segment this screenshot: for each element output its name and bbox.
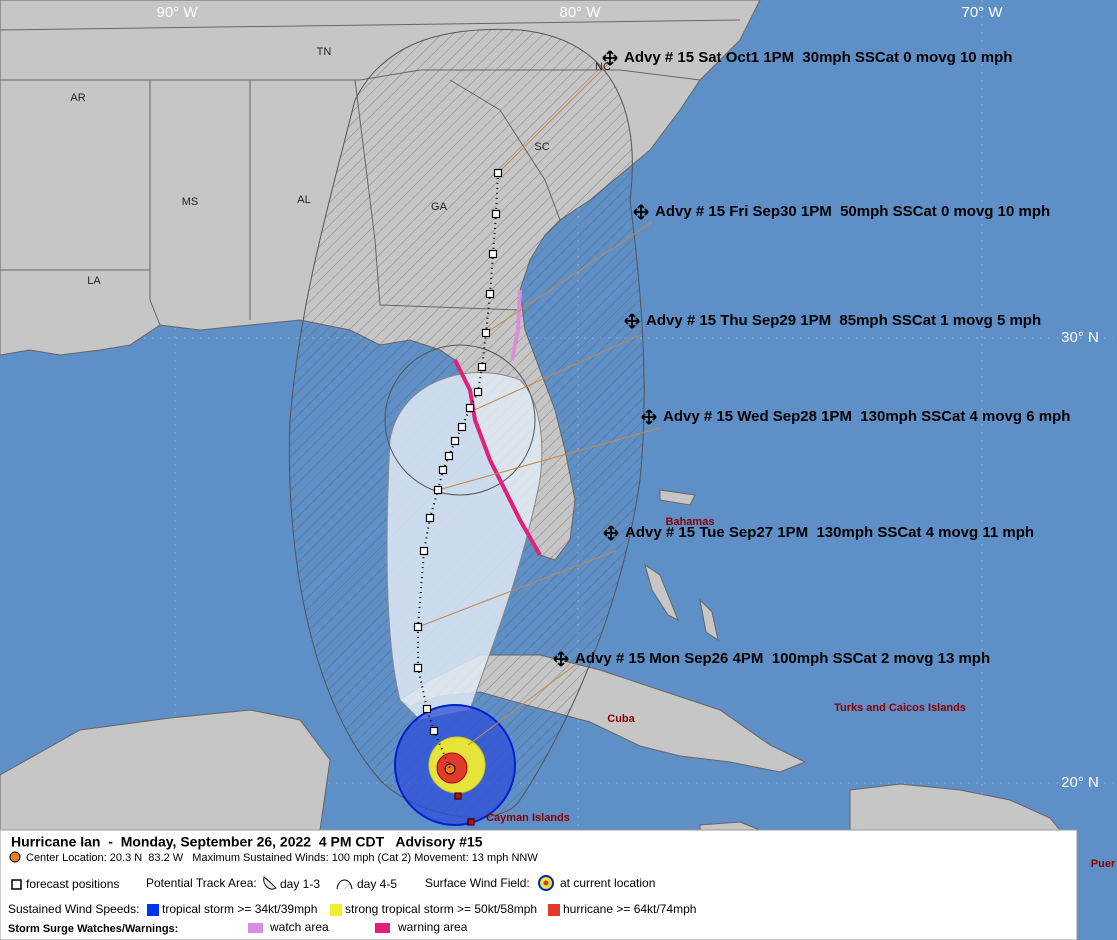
legend-text: strong tropical storm >= 50kt/58mph [345, 902, 537, 916]
bahamas [659, 489, 696, 506]
forecast-position [477, 362, 487, 372]
surge-warning [453, 359, 542, 556]
legend-text: forecast positions [26, 877, 119, 891]
place-label: Cayman Islands [486, 812, 570, 824]
cone-circle [384, 344, 536, 496]
lat-label: 30° N [1061, 329, 1099, 346]
cayman-marker [467, 818, 475, 826]
place-label: Puer [1091, 858, 1116, 870]
legend-text: at current location [560, 876, 655, 890]
state-label: AL [297, 194, 310, 206]
forecast-position [433, 485, 443, 495]
forecast-position [444, 451, 454, 461]
advisory-label: Advy # 15 Fri Sep30 1PM 50mph SSCat 0 mo… [655, 203, 1050, 220]
forecast-position [491, 209, 501, 219]
state-label: AR [70, 92, 85, 104]
forecast-position [457, 422, 467, 432]
hurricane-swatch [548, 904, 560, 916]
place-label: Turks and Caicos Islands [834, 702, 966, 714]
forecast-position [493, 168, 503, 178]
forecast-position [425, 513, 435, 523]
legend-text: day 1-3 [280, 877, 320, 891]
forecast-position [450, 436, 460, 446]
lon-label: 80° W [559, 4, 601, 21]
state-label: SC [534, 141, 549, 153]
forecast-position [419, 546, 429, 556]
lat-label: 20° N [1061, 774, 1099, 791]
forecast-positions [413, 168, 503, 736]
legend-text: tropical storm >= 34kt/39mph [162, 902, 317, 916]
surge-watch [510, 289, 522, 361]
lon-label: 90° W [156, 4, 198, 21]
center-icon [9, 851, 21, 863]
legend-text: watch area [269, 920, 329, 934]
forecast-position [488, 249, 498, 259]
cone-day-1-3 [386, 372, 543, 721]
storm-center [444, 763, 456, 775]
cayman-marker [454, 792, 462, 800]
legend-text: Storm Surge Watches/Warnings: [8, 923, 178, 935]
legend-text: Potential Track Area: [146, 876, 257, 890]
legend-text: Surface Wind Field: [425, 876, 530, 890]
ts-swatch [147, 904, 159, 916]
legend-text: warning area [397, 920, 468, 934]
day-4-5-icon [336, 879, 353, 890]
legend-text: Sustained Wind Speeds: [8, 902, 139, 916]
state-label: GA [431, 201, 448, 213]
forecast-position [422, 704, 432, 714]
advisory-label: Advy # 15 Mon Sep26 4PM 100mph SSCat 2 m… [575, 650, 990, 667]
forecast-position [413, 663, 423, 673]
state-label: TN [317, 46, 332, 58]
sts-swatch [330, 904, 342, 916]
bahamas [699, 598, 719, 642]
state-label: NC [595, 61, 611, 73]
advisory-label: Advy # 15 Thu Sep29 1PM 85mph SSCat 1 mo… [646, 312, 1041, 329]
bahamas [644, 563, 679, 622]
legend-text: hurricane >= 64kt/74mph [563, 902, 696, 916]
forecast-position [465, 403, 475, 413]
forecast-position [473, 387, 483, 397]
forecast-position [413, 622, 423, 632]
advisory-label: Advy # 15 Sat Oct1 1PM 30mph SSCat 0 mov… [624, 49, 1012, 66]
place-label: Bahamas [666, 516, 715, 528]
place-label: Cuba [607, 713, 635, 725]
forecast-icon [11, 879, 22, 890]
day-1-3-icon [263, 876, 277, 890]
legend-title: Hurricane Ian - Monday, September 26, 20… [11, 834, 483, 850]
watch-swatch [248, 923, 263, 933]
forecast-position [429, 726, 439, 736]
state-label: LA [87, 275, 101, 287]
forecast-position [485, 289, 495, 299]
move-icon [553, 651, 569, 667]
advisory-label: Advy # 15 Wed Sep28 1PM 130mph SSCat 4 m… [663, 408, 1070, 425]
advisory-labels: Advy # 15 Sat Oct1 1PM 30mph SSCat 0 mov… [553, 49, 1070, 667]
move-icon [624, 313, 640, 329]
move-icon [633, 204, 649, 220]
lon-label: 70° W [961, 4, 1003, 21]
advisory-leaders [417, 61, 661, 746]
wind-field-icon [543, 880, 549, 886]
warning-swatch [375, 923, 390, 933]
advisory-label: Advy # 15 Tue Sep27 1PM 130mph SSCat 4 m… [625, 524, 1034, 541]
move-icon [602, 50, 618, 66]
legend-text: day 4-5 [357, 877, 397, 891]
center-location: Center Location: 20.3 N 83.2 W Maximum S… [26, 852, 538, 864]
move-icon [641, 409, 657, 425]
state-label: MS [182, 196, 199, 208]
forecast-position [481, 328, 491, 338]
move-icon [603, 525, 619, 541]
forecast-position [438, 465, 448, 475]
